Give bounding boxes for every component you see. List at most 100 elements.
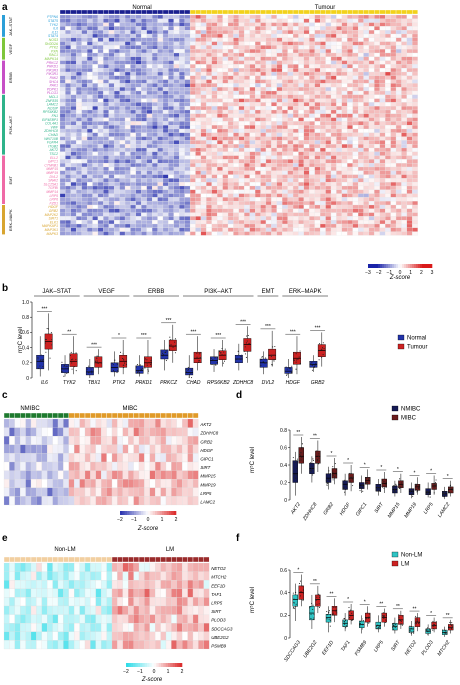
- heatmap-a-cell: [368, 121, 375, 126]
- heatmap-a-cell: [233, 87, 239, 92]
- heatmap-a-cell: [70, 68, 77, 73]
- heatmap-a-cell: [222, 147, 229, 152]
- chart-b-box: [268, 348, 277, 360]
- heatmap-c-cell: [47, 479, 53, 488]
- heatmap-a-cell: [195, 170, 202, 175]
- heatmap-a-cell: [86, 197, 93, 202]
- heatmap-a-cell: [347, 45, 353, 50]
- heatmap-a-cell: [412, 212, 418, 217]
- heatmap-a-cell: [152, 159, 158, 164]
- heatmap-a-cell: [97, 174, 104, 179]
- heatmap-a-cell: [86, 223, 93, 228]
- heatmap-a-cell: [330, 37, 337, 42]
- chart-b-point: [44, 342, 46, 344]
- heatmap-a-cell: [379, 102, 386, 107]
- heatmap-a-cell: [130, 98, 136, 103]
- heatmap-a-legend-label: Z-score: [389, 275, 411, 281]
- heatmap-a-cell: [282, 174, 288, 179]
- heatmap-a-group-label: VEGF: [8, 43, 13, 54]
- heatmap-a-cell: [352, 201, 359, 206]
- chart-d-point: [332, 474, 334, 476]
- chart-b-box: [69, 353, 78, 367]
- heatmap-a-cell: [124, 75, 131, 80]
- heatmap-a-cell: [363, 231, 370, 236]
- heatmap-a-cell: [276, 208, 283, 213]
- heatmap-a-cell: [320, 37, 326, 42]
- heatmap-a-row-label: PLCG1: [47, 91, 58, 95]
- heatmap-a-cell: [287, 220, 294, 225]
- heatmap-a-cell: [97, 22, 104, 27]
- heatmap-a-cell: [271, 231, 277, 236]
- heatmap-a-cell: [97, 14, 104, 19]
- heatmap-a-cell: [255, 125, 261, 130]
- heatmap-a-cell: [195, 90, 202, 95]
- chart-d-x-label: MMP19: [403, 502, 418, 520]
- heatmap-a-cell: [76, 14, 82, 19]
- heatmap-a-cell: [157, 68, 164, 73]
- heatmap-a-cell: [130, 109, 136, 114]
- heatmap-a-cell: [271, 201, 277, 206]
- heatmap-a-cell: [70, 170, 77, 175]
- heatmap-a-cell: [211, 151, 218, 156]
- chart-b-point: [116, 372, 118, 374]
- heatmap-a-cell: [352, 185, 359, 190]
- heatmap-a-cell: [65, 197, 71, 202]
- heatmap-a-cell: [76, 201, 82, 206]
- heatmap-a-cell: [130, 106, 136, 111]
- heatmap-a-cell: [211, 90, 218, 95]
- heatmap-a-cell: [173, 212, 180, 217]
- heatmap-a-cell: [81, 193, 88, 198]
- heatmap-a-cell: [211, 56, 218, 61]
- heatmap-a-cell: [298, 75, 305, 80]
- heatmap-a-cell: [282, 166, 288, 171]
- chart-b-point: [270, 355, 272, 358]
- heatmap-a-cell: [103, 208, 109, 213]
- heatmap-a-cell: [238, 227, 245, 232]
- heatmap-a-legend-swatch: [422, 264, 425, 268]
- heatmap-a-cell: [189, 49, 196, 54]
- heatmap-a-cell: [114, 52, 120, 57]
- heatmap-a-cell: [292, 106, 299, 111]
- heatmap-a-cell: [358, 159, 364, 164]
- heatmap-a-cell: [412, 83, 418, 88]
- heatmap-c-sample-annotation: [176, 412, 183, 419]
- heatmap-a-cell: [233, 170, 239, 175]
- heatmap-c-cell: [25, 444, 32, 454]
- heatmap-a-cell: [292, 136, 299, 141]
- heatmap-a-cell: [395, 216, 402, 221]
- heatmap-a-cell: [249, 26, 256, 31]
- chart-b-point: [318, 343, 321, 345]
- heatmap-a-cell: [184, 94, 191, 99]
- heatmap-c-cell: [149, 436, 156, 445]
- chart-b-point: [296, 359, 298, 361]
- heatmap-a-cell: [401, 128, 407, 133]
- heatmap-a-cell: [249, 22, 256, 27]
- heatmap-a-cell: [97, 170, 104, 175]
- heatmap-a-cell: [276, 41, 283, 46]
- heatmap-a-cell: [81, 60, 88, 65]
- heatmap-c-cell: [90, 470, 96, 480]
- heatmap-c-cell: [122, 461, 129, 471]
- heatmap-a-cell: [65, 216, 71, 221]
- heatmap-a-cell: [130, 220, 136, 225]
- heatmap-a-cell: [124, 45, 131, 50]
- heatmap-a-cell: [358, 60, 364, 65]
- heatmap-a-cell: [184, 136, 191, 141]
- heatmap-a-cell: [92, 144, 99, 149]
- heatmap-a-cell: [184, 41, 191, 46]
- heatmap-c-cell: [52, 453, 59, 463]
- heatmap-c-cell: [95, 496, 102, 506]
- heatmap-a-cell: [135, 30, 142, 35]
- heatmap-a-cell: [168, 52, 174, 57]
- heatmap-a-cell: [255, 33, 261, 38]
- heatmap-a-cell: [92, 37, 99, 42]
- heatmap-a-cell: [168, 163, 174, 168]
- heatmap-a-cell: [217, 106, 223, 111]
- heatmap-a-cell: [152, 49, 158, 54]
- heatmap-a-cell: [92, 136, 99, 141]
- chart-b-point: [63, 375, 65, 377]
- heatmap-a-cell: [92, 94, 99, 99]
- heatmap-c-cell: [84, 436, 91, 445]
- heatmap-a-cell: [162, 45, 169, 50]
- heatmap-a-cell: [70, 204, 77, 209]
